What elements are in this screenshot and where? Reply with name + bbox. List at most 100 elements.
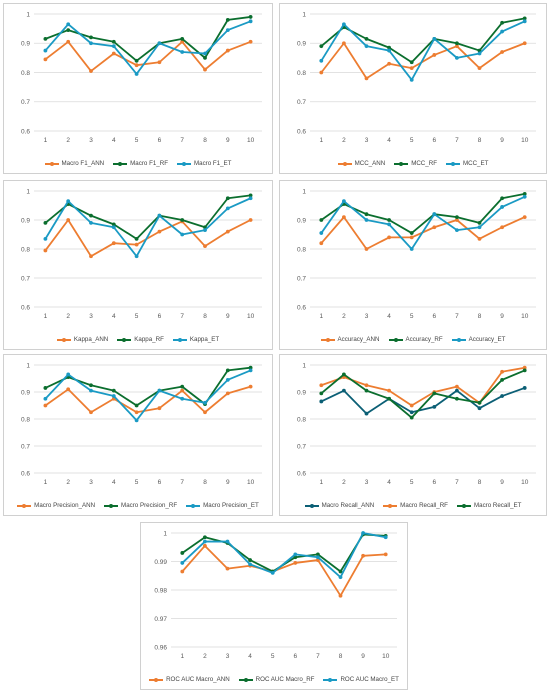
data-point (225, 229, 230, 234)
data-point (477, 225, 482, 230)
data-point (43, 236, 48, 241)
data-point (89, 254, 93, 259)
data-point (522, 368, 527, 373)
y-tick-label: 0.8 (21, 416, 30, 423)
data-point (66, 199, 71, 204)
legend-label: ROC AUC Macro_ET (340, 676, 399, 683)
data-point (89, 221, 93, 225)
y-tick-label: 0.6 (21, 304, 30, 311)
data-point (66, 372, 71, 377)
x-tick-label: 3 (365, 479, 369, 486)
legend-swatch (451, 337, 466, 343)
y-tick-label: 0.7 (21, 99, 30, 106)
legend-label: Macro Precision_ET (203, 502, 259, 509)
x-tick-label: 3 (89, 313, 93, 320)
data-point (180, 396, 185, 401)
y-tick-label: 1 (302, 11, 306, 18)
x-tick-label: 2 (66, 137, 70, 144)
data-point (111, 388, 116, 393)
series-line (44, 219, 252, 258)
y-tick-label: 0.8 (297, 416, 306, 423)
y-tick-label: 1 (163, 530, 167, 537)
data-point (225, 17, 230, 22)
data-point (319, 391, 324, 396)
data-point (500, 377, 504, 382)
data-point (111, 394, 116, 398)
series-line (320, 193, 525, 234)
x-tick-label: 4 (248, 653, 252, 660)
y-tick-label: 0.7 (297, 99, 306, 106)
x-tick-label: 7 (455, 313, 459, 320)
legend-swatch (238, 677, 253, 683)
data-point (225, 28, 230, 32)
data-point (477, 66, 482, 71)
legend-item: MCC_RF (394, 160, 437, 167)
data-point (270, 571, 275, 575)
series-line (320, 17, 525, 64)
data-point (455, 228, 459, 233)
data-point (134, 63, 139, 68)
data-point (180, 218, 185, 222)
data-point (364, 411, 369, 416)
data-point (409, 415, 414, 420)
data-point (225, 196, 230, 201)
data-point (293, 552, 298, 557)
data-point (455, 396, 459, 401)
data-point (455, 55, 459, 60)
y-tick-label: 0.6 (297, 128, 306, 135)
x-tick-label: 8 (478, 313, 482, 320)
data-point (500, 20, 504, 25)
data-point (134, 72, 139, 76)
line-chart: 0.6 0.7 0.8 0.9 1 1 2 3 4 5 6 7 8 9 10 (21, 188, 262, 320)
data-point (364, 218, 369, 222)
data-point (111, 241, 116, 246)
data-point (319, 383, 324, 388)
data-point (225, 206, 230, 211)
data-point (43, 36, 48, 41)
x-tick-label: 4 (112, 313, 116, 320)
data-point (432, 212, 437, 217)
data-point (203, 67, 207, 72)
legend-label: Macro Precision_ANN (34, 502, 96, 509)
series-line (181, 544, 386, 597)
chart-panel-accuracy: 0.6 0.7 0.8 0.9 1 1 2 3 4 5 6 7 8 9 10 Accuracy_ANN Accu… (279, 180, 547, 350)
data-point (319, 399, 324, 404)
legend-label: Macro F1_ANN (61, 160, 105, 167)
x-tick-label: 10 (521, 137, 529, 144)
legend: Macro Precision_ANN Macro Precision_RF Mac… (4, 502, 272, 509)
data-point (387, 45, 391, 50)
y-tick-label: 0.9 (297, 389, 306, 396)
legend-item: ROC AUC Macro_ET (323, 676, 399, 683)
series-line (320, 366, 525, 407)
data-point (43, 48, 48, 53)
data-point (180, 561, 185, 565)
data-point (319, 231, 324, 235)
chart-panel-macro-precision: 0.6 0.7 0.8 0.9 1 1 2 3 4 5 6 7 8 9 10 Macro Precision_… (3, 354, 273, 516)
x-tick-label: 10 (521, 479, 529, 486)
y-tick-label: 0.8 (21, 246, 30, 253)
legend-item: MCC_ET (445, 160, 488, 167)
legend-item: MCC_ANN (337, 160, 385, 167)
x-tick-label: 1 (319, 313, 323, 320)
data-point (180, 388, 185, 393)
x-tick-label: 9 (500, 479, 504, 486)
data-point (500, 225, 504, 230)
data-point (432, 225, 437, 230)
x-tick-label: 9 (361, 653, 365, 660)
legend-swatch (172, 337, 187, 343)
data-point (111, 222, 116, 227)
data-point (248, 218, 253, 222)
y-tick-label: 0.8 (21, 70, 30, 77)
data-point (364, 36, 369, 41)
data-point (364, 212, 369, 217)
data-point (180, 569, 185, 574)
data-point (409, 247, 414, 251)
x-tick-label: 1 (319, 137, 323, 144)
data-point (383, 535, 388, 540)
data-point (293, 561, 298, 565)
x-tick-label: 5 (135, 479, 139, 486)
data-point (248, 39, 253, 44)
data-point (432, 404, 437, 409)
data-point (477, 236, 482, 241)
legend-label: Kappa_ANN (73, 336, 109, 343)
